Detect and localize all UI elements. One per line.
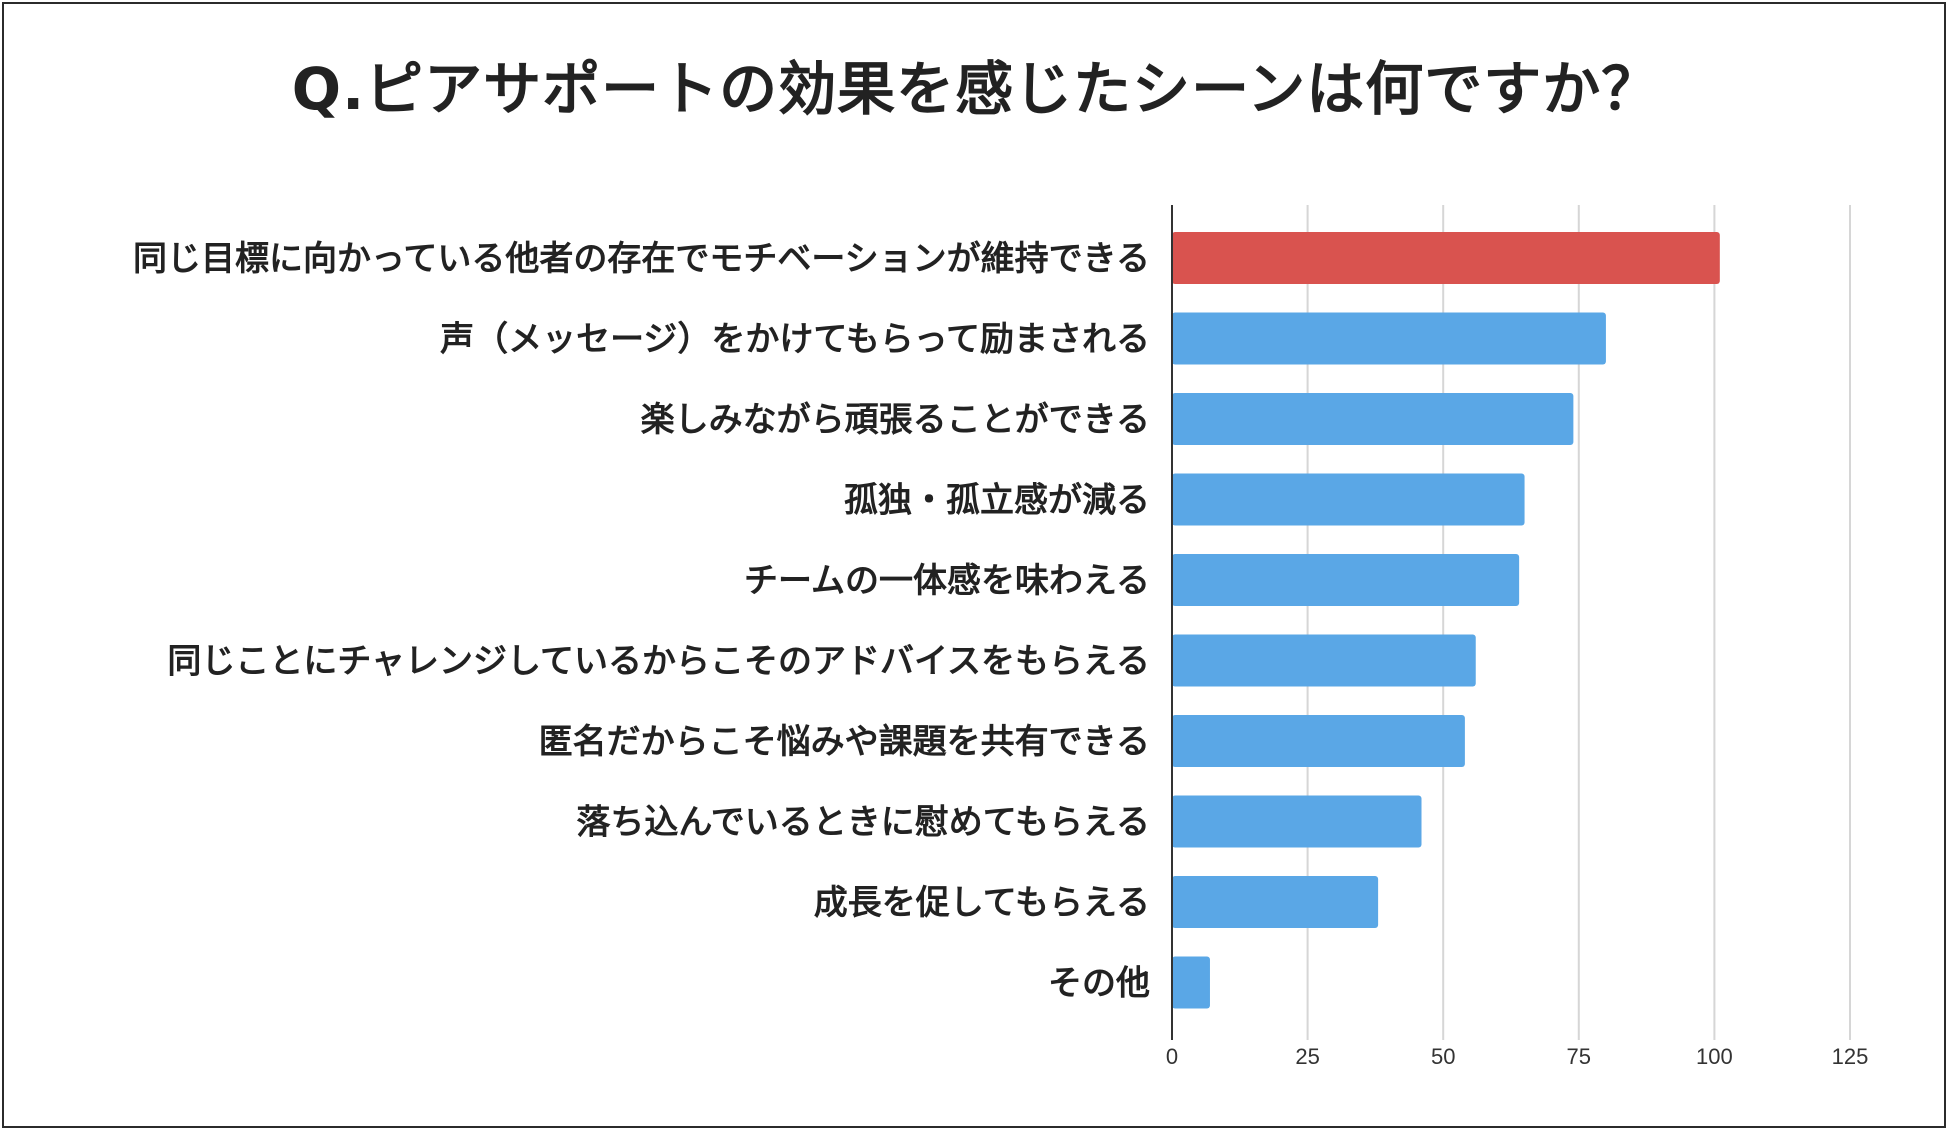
bar xyxy=(1172,876,1379,928)
bar xyxy=(1172,795,1422,848)
category-label: 楽しみながら頑張ることができる xyxy=(641,400,1150,440)
x-tick-label: 50 xyxy=(1431,1044,1455,1069)
category-label: 落ち込んでいるときに慰めてもらえる xyxy=(576,803,1150,843)
x-tick-label: 75 xyxy=(1567,1044,1591,1069)
category-label: その他 xyxy=(1048,964,1150,1004)
bar xyxy=(1172,232,1720,284)
category-label: 同じことにチャレンジしているからこそのアドバイスをもらえる xyxy=(167,642,1150,682)
x-tick-label: 25 xyxy=(1295,1044,1319,1069)
bar xyxy=(1172,473,1525,526)
bar xyxy=(1172,393,1574,445)
chart-title: Q.ピアサポートの効果を感じたシーンは何ですか？ xyxy=(291,55,1661,123)
x-tick-label: 125 xyxy=(1832,1044,1869,1069)
bar xyxy=(1172,312,1606,365)
category-label: 孤独・孤立感が減る xyxy=(844,481,1150,521)
category-label: 同じ目標に向かっている他者の存在でモチベーションが維持できる xyxy=(133,239,1150,279)
category-label: 声（メッセージ）をかけてもらって励まされる xyxy=(440,320,1150,360)
x-tick-label: 100 xyxy=(1696,1044,1733,1069)
bar xyxy=(1172,715,1465,767)
bar xyxy=(1172,634,1476,687)
category-label: チームの一体感を味わえる xyxy=(744,561,1150,601)
bar xyxy=(1172,956,1210,1009)
bar xyxy=(1172,554,1520,606)
category-label: 匿名だからこそ悩みや課題を共有できる xyxy=(539,722,1150,762)
category-label: 成長を促してもらえる xyxy=(814,883,1150,923)
x-tick-label: 0 xyxy=(1166,1044,1178,1069)
